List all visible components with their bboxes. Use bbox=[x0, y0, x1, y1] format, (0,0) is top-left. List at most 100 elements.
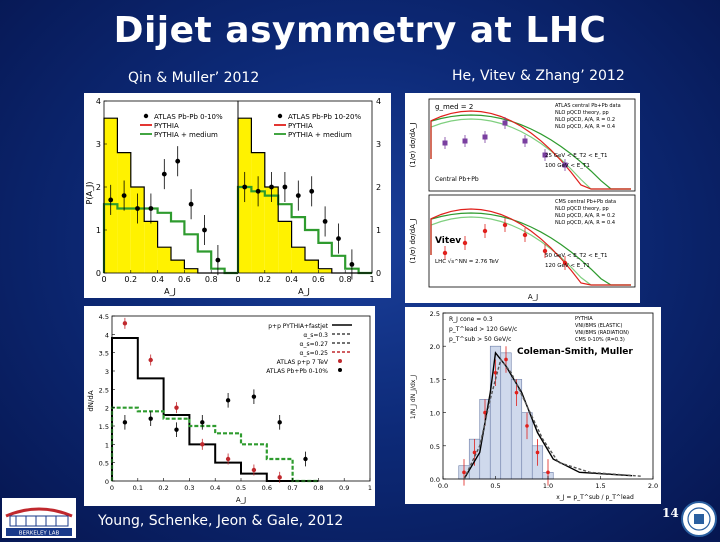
csm-legend-label-1: VNI/BMS (ELASTIC) bbox=[575, 323, 622, 329]
hvz-frame-1 bbox=[428, 194, 636, 288]
hvz-top-point-5 bbox=[542, 152, 548, 158]
qm-right-point-0-2 bbox=[269, 184, 274, 190]
csm-curve-radiation bbox=[463, 357, 643, 480]
hvz-annot-gmed: g_med = 2 bbox=[435, 103, 473, 111]
ysjg-xtick-label-5: 0.5 bbox=[236, 484, 246, 492]
ysjg-step-1 bbox=[110, 406, 319, 483]
csm-ytick-label-4: 2.0 bbox=[430, 343, 440, 351]
qm-left-fill-bar-5 bbox=[171, 260, 185, 273]
csm-legend-label-2: VNI/BMS (RADIATION) bbox=[575, 330, 629, 336]
qm-left-ytick-label-3: 3 bbox=[96, 140, 101, 149]
ysjg-xtick-label-9: 0.9 bbox=[339, 484, 349, 492]
qm-left-fill-bar-6 bbox=[184, 268, 198, 273]
ysjg-ytick-label-3: 1.5 bbox=[99, 423, 109, 431]
hvz-bot-point-5 bbox=[542, 248, 548, 254]
qm-right-fill-bar-2 bbox=[264, 187, 279, 273]
csm-xtick-label-0: 0.0 bbox=[438, 482, 448, 490]
qm-left-point-0-3 bbox=[148, 206, 154, 211]
ysjg-xtick-label-8: 0.8 bbox=[313, 484, 323, 492]
qm-left-point-0-5 bbox=[175, 158, 181, 164]
qm-right-fill-bar-4 bbox=[291, 247, 305, 273]
hvz-bot-point-4 bbox=[522, 232, 528, 238]
qm-right-legend-marker-0 bbox=[277, 113, 283, 119]
qm-left-legend-label-0: ATLAS Pb-Pb 0-10% bbox=[154, 113, 223, 121]
hvz-annot-cut4: 120 GeV < E_T1 bbox=[545, 263, 590, 269]
qm-right-xtick-label-1: 0.2 bbox=[258, 275, 271, 284]
ysjg-xlabel: A_J bbox=[236, 496, 246, 504]
qm-right-xlabel: A_J bbox=[298, 287, 310, 296]
csm-ytick-label-5: 2.5 bbox=[430, 310, 440, 318]
qm-left-legend-label-1: PYTHIA bbox=[154, 122, 179, 130]
qm-right-fill-bar-6 bbox=[318, 268, 332, 273]
qm-ylabel: P(A_J) bbox=[85, 182, 94, 205]
csm-point-0-2 bbox=[472, 450, 477, 455]
qm-right-point-0-1 bbox=[255, 188, 261, 194]
qm-left-point-0-4 bbox=[161, 171, 167, 177]
csm-point-0-6 bbox=[514, 390, 519, 395]
qm-left-xtick-label-0: 0 bbox=[101, 275, 106, 284]
csm-xtick-label-2: 1.0 bbox=[543, 482, 553, 490]
ysjg-ytick-label-8: 4 bbox=[105, 331, 109, 339]
page-number: 14 bbox=[662, 506, 679, 520]
hvz-annot-vitev: Vitev bbox=[435, 236, 461, 246]
ysjg-ytick-label-7: 3.5 bbox=[99, 350, 109, 358]
ysjg-xtick-label-0: 0 bbox=[110, 484, 114, 492]
qm-right-frame bbox=[237, 100, 373, 274]
hvz-annot-cut1: 25 GeV < E_T2 < E_T1 bbox=[545, 153, 608, 159]
qm-left-step-0 bbox=[102, 203, 238, 275]
ysjg-xtick-label-10: 1 bbox=[368, 484, 372, 492]
ysjg-ytick-label-1: 0.5 bbox=[99, 460, 109, 468]
ysjg-point-0-2 bbox=[174, 405, 179, 410]
hvz-top-point-6 bbox=[562, 162, 568, 168]
csm-ytick-label-0: 0.0 bbox=[430, 476, 440, 484]
hvz-bottom-legend-3: NLO pQCD, A/A, R = 0.4 bbox=[555, 220, 615, 226]
qm-left-point-0-8 bbox=[215, 257, 221, 263]
hvz-ylabel-top: (1/σ) dσ/dA_J bbox=[409, 123, 417, 168]
hvz-bottom-legend-1: NLO pQCD theory, pp bbox=[555, 206, 609, 212]
ysjg-point-0-1 bbox=[148, 357, 153, 363]
ysjg-frame bbox=[111, 315, 371, 482]
qin-muller-figure: 0 0.2 0.4 0.6 0.8 0 1 2 3 4 0 0.2 0.4 0.6 0.8 1 0 1 2 3 4 P(A… bbox=[84, 93, 391, 298]
qm-left-point-0-6 bbox=[188, 201, 194, 207]
csm-xtick-label-1: 0.5 bbox=[490, 482, 500, 490]
coleman-smith-figure: 0.0 0.5 1.0 1.5 2.0 0.0 0.5 1.0 1.5 2.0 2.5 1/N_J d… bbox=[405, 307, 661, 504]
qm-left-legend-label-2: PYTHIA + medium bbox=[154, 131, 218, 139]
ysjg-legend-label-0: p+p PYTHIA+fastjet bbox=[268, 323, 328, 330]
qm-left-point-0-1 bbox=[121, 193, 127, 198]
hvz-bottom-legend-2: NLO pQCD, A/A, R = 0.2 bbox=[555, 213, 615, 219]
ysjg-ytick-label-4: 2 bbox=[105, 405, 109, 413]
caption-young-schenke: Young, Schenke, Jeon & Gale, 2012 bbox=[98, 513, 344, 529]
berkeley-lab-logo-text: BERKELEY LAB bbox=[19, 531, 60, 537]
qm-right-point-0-7 bbox=[336, 236, 341, 242]
hvz-top-point-1 bbox=[462, 138, 468, 144]
institution-seal-logo bbox=[680, 500, 718, 538]
qm-left-ytick-label-0: 0 bbox=[96, 269, 101, 278]
qm-right-fill-bar-1 bbox=[251, 152, 265, 273]
qm-left-point-0-0 bbox=[108, 197, 114, 203]
ysjg-point-1-6 bbox=[277, 420, 282, 425]
csm-legend-label-0: PYTHIA bbox=[575, 316, 593, 322]
qm-right-xtick-label-4: 0.8 bbox=[339, 275, 352, 284]
csm-ytick-label-2: 1.0 bbox=[430, 410, 440, 418]
csm-xtick-label-3: 1.5 bbox=[595, 482, 605, 490]
young-schenke-figure: 0 0.1 0.2 0.3 0.4 0.5 0.6 0.7 0.8 0.9 1 0 0.5 1 1.5 2 2.… bbox=[84, 306, 375, 506]
ysjg-xtick-label-7: 0.7 bbox=[287, 484, 297, 492]
he-vitev-zhang-figure: ATLAS central Pb+Pb data NLO pQCD theory,… bbox=[405, 93, 640, 303]
hvz-annot-central: Central Pb+Pb bbox=[435, 176, 479, 183]
hvz-frame-0 bbox=[428, 98, 636, 192]
hvz-bot-point-3 bbox=[502, 222, 508, 228]
csm-point-0-1 bbox=[462, 470, 466, 475]
qm-left-legend-marker-0 bbox=[143, 113, 149, 119]
qm-right-fill-bar-5 bbox=[305, 260, 319, 273]
hvz-top-legend-0: ATLAS central Pb+Pb data bbox=[555, 103, 621, 109]
ysjg-legend-marker-5 bbox=[338, 368, 342, 372]
qm-left-fill-bar-4 bbox=[157, 247, 171, 273]
ysjg-legend-label-1: α_s=0.3 bbox=[303, 332, 328, 339]
ysjg-legend-label-4: ATLAS p+p 7 TeV bbox=[277, 359, 329, 366]
qm-right-legend-label-0: ATLAS Pb-Pb 10-20% bbox=[288, 113, 361, 121]
hvz-top-point-2 bbox=[482, 134, 488, 140]
ysjg-xtick-label-2: 0.2 bbox=[158, 484, 168, 492]
csm-point-0-5 bbox=[504, 357, 508, 362]
hvz-xlabel: A_J bbox=[528, 293, 538, 301]
ysjg-legend-label-5: ATLAS Pb+Pb 0-10% bbox=[266, 368, 328, 375]
